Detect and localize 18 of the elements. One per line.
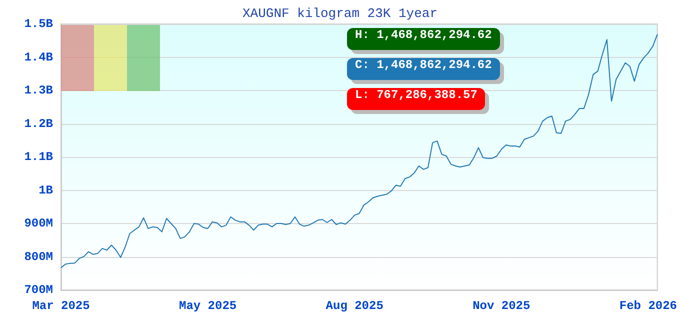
y-tick-label: 900M — [24, 216, 53, 230]
x-tick-label: Aug 2025 — [326, 299, 384, 313]
y-tick-label: 1.2B — [24, 116, 53, 131]
x-tick-label: Nov 2025 — [472, 299, 530, 313]
chart-title: XAUGNF kilogram 23K 1year — [242, 6, 438, 21]
y-tick-label: 1.3B — [24, 84, 53, 98]
y-tick-label: 700M — [24, 283, 53, 297]
y-tick-label: 1.1B — [24, 150, 53, 164]
x-tick-label: May 2025 — [178, 299, 237, 313]
annotation: L: 767,286,388.57 — [347, 88, 486, 110]
annotation: H: 1,468,862,294.62 — [347, 28, 500, 50]
y-tick-label: 800M — [24, 250, 53, 264]
x-tick-label: Feb 2026 — [619, 299, 677, 313]
x-tick-label: Mar 2025 — [32, 299, 90, 313]
y-tick-label: 1.5B — [24, 17, 53, 31]
y-tick-label: 1B — [38, 183, 53, 198]
annotation: C: 1,468,862,294.62 — [347, 58, 500, 80]
y-tick-label: 1.4B — [24, 50, 53, 64]
